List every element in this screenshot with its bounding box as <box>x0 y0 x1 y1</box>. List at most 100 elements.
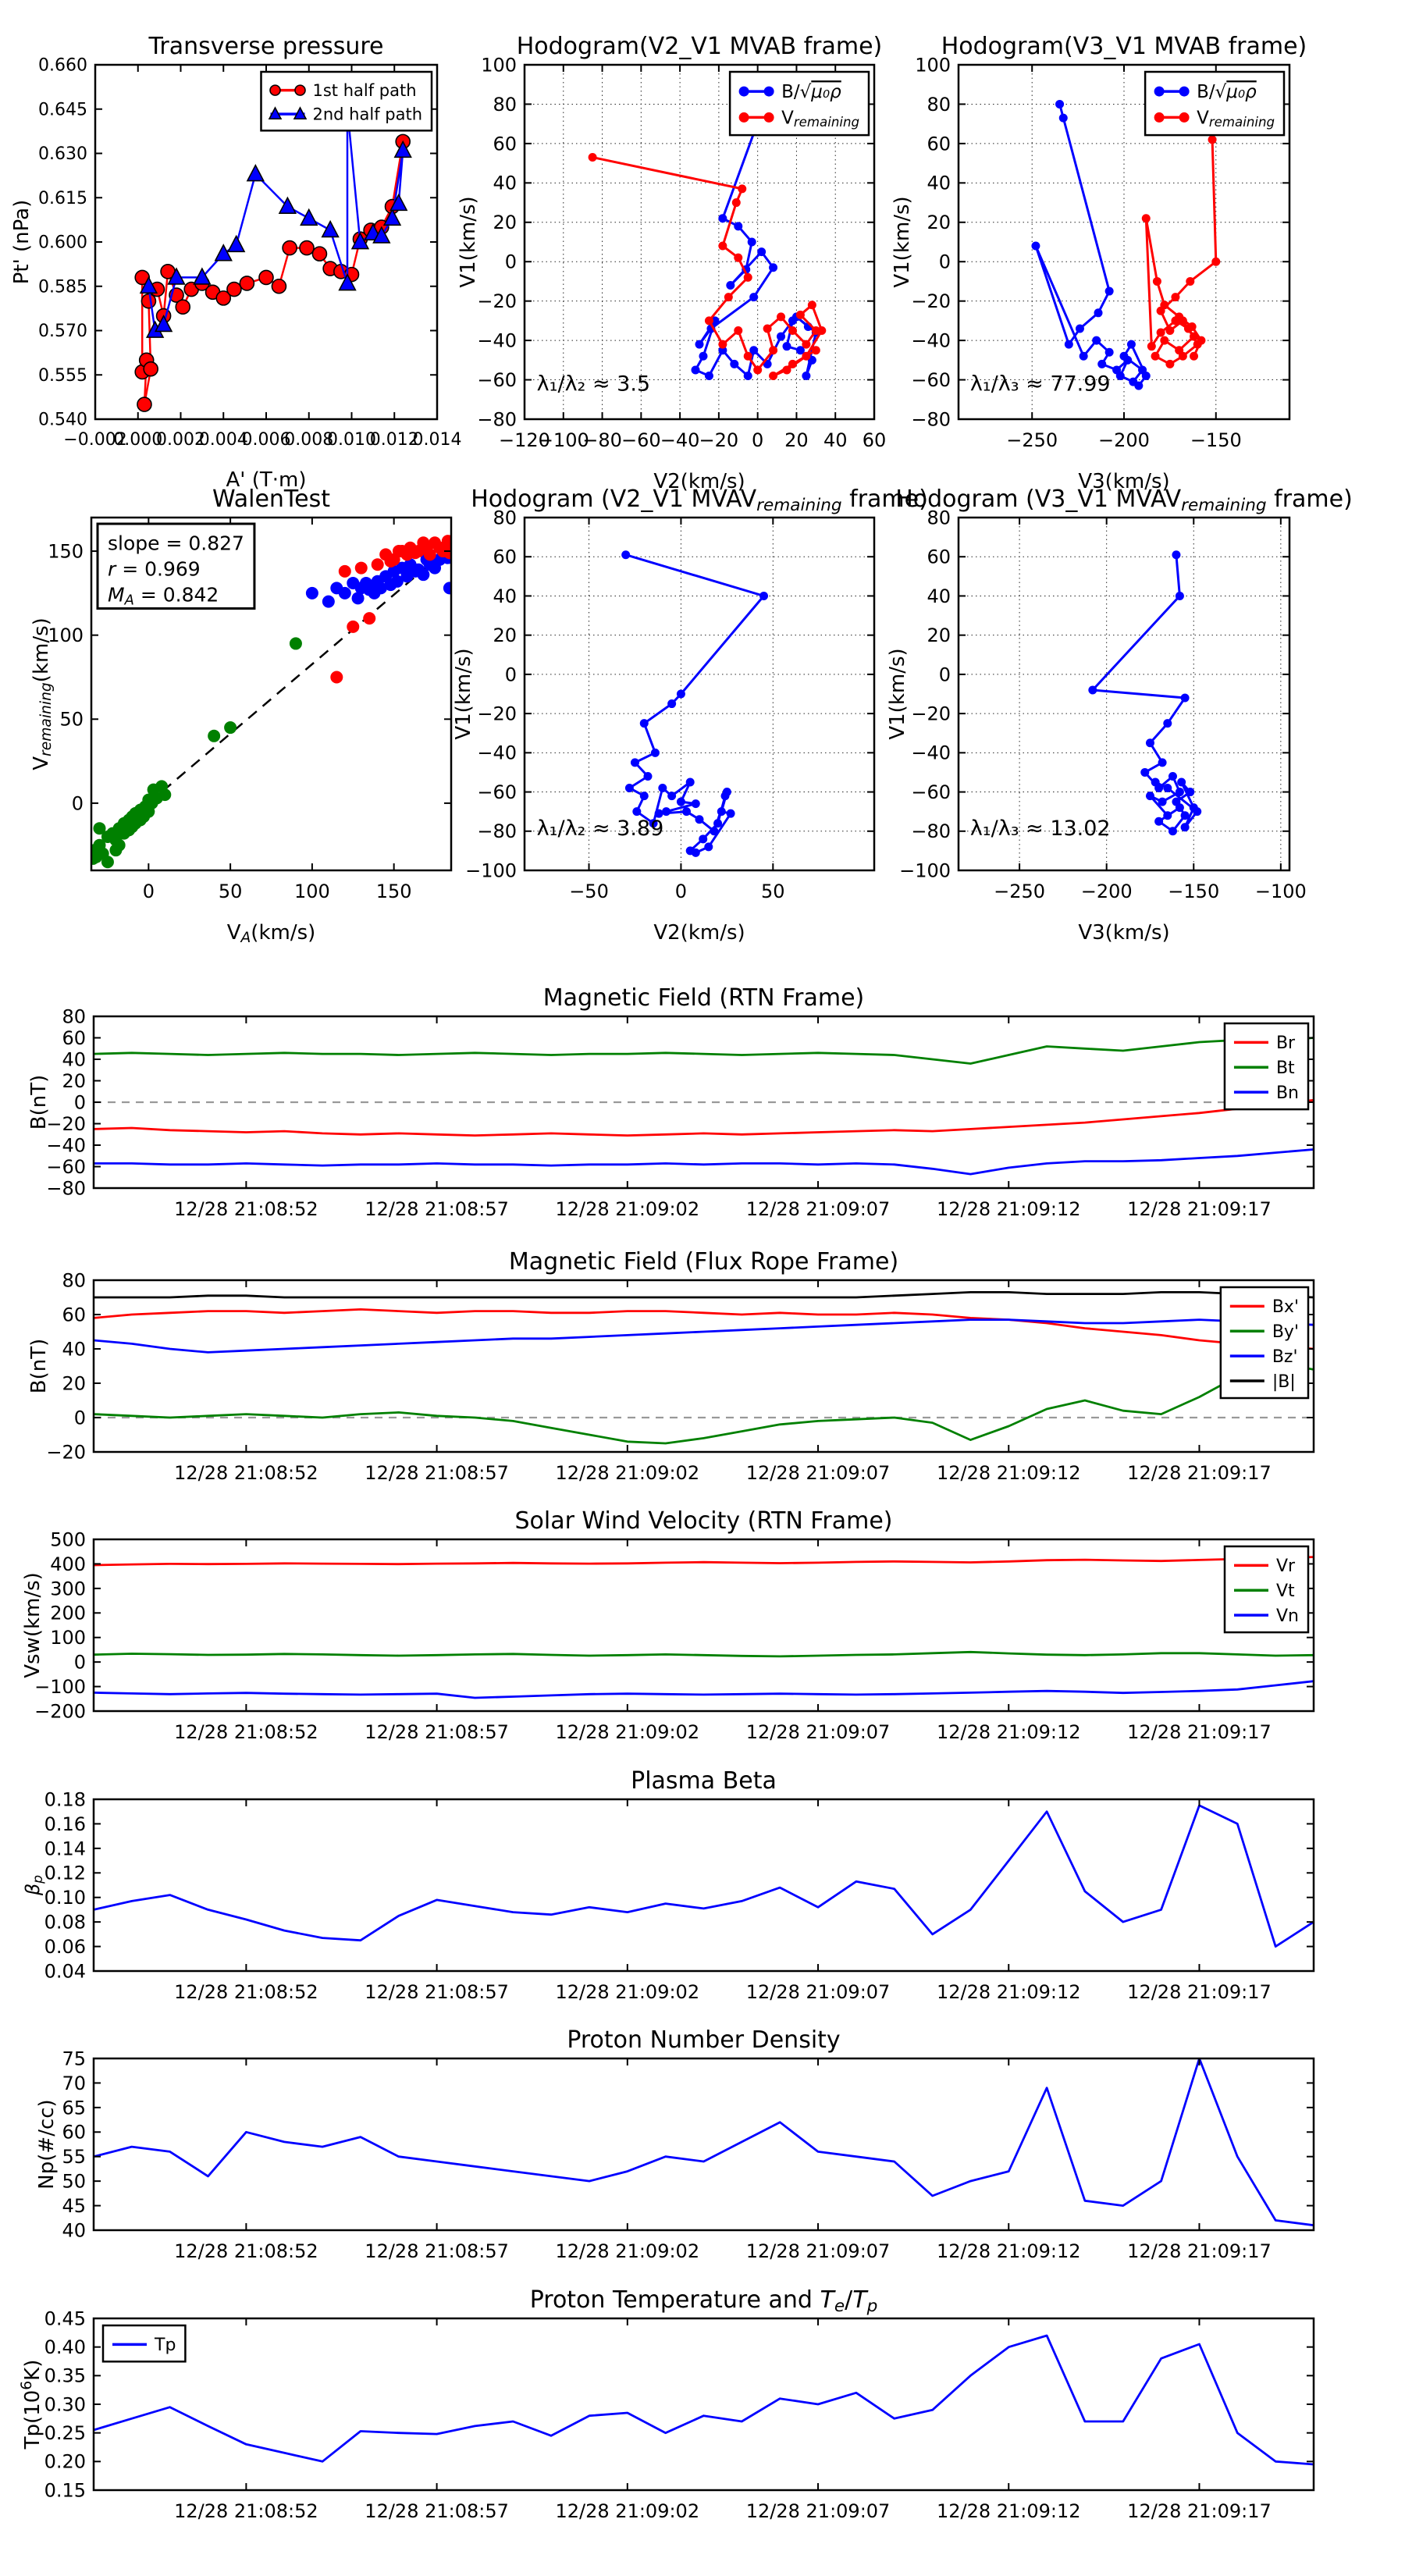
series-b-alfven <box>691 99 820 381</box>
x-tick-label: −150 <box>1168 881 1219 902</box>
axes <box>92 2057 1315 2232</box>
svg-text:Bn: Bn <box>1276 1083 1299 1103</box>
x-tick-label: 0 <box>752 429 763 451</box>
y-tick-label: 0.585 <box>38 277 87 297</box>
axes <box>523 516 876 872</box>
y-tick-label: −80 <box>46 1177 86 1199</box>
series-Vt <box>94 1650 1314 1658</box>
x-tick-label: 12/28 21:08:52 <box>174 1462 318 1484</box>
y-tick-label: 50 <box>62 2171 86 2193</box>
x-tick-label: −250 <box>994 881 1045 902</box>
y-tick-label: 60 <box>927 546 951 568</box>
y-tick-label: 45 <box>62 2195 86 2217</box>
x-tick-label: 12/28 21:08:52 <box>174 2500 318 2522</box>
y-tick-label: 80 <box>493 94 517 116</box>
x-tick-label: 0.000 <box>113 430 162 450</box>
y-tick-label: 50 <box>59 709 84 731</box>
legend: Bx' By' Bz' |B| <box>1219 1286 1310 1400</box>
svg-text:Bz': Bz' <box>1272 1347 1298 1367</box>
y-axis-label: Pt' (nPa) <box>10 200 34 285</box>
svg-text:Vremaining: Vremaining <box>781 108 859 130</box>
x-tick-label: 40 <box>823 429 848 451</box>
axes <box>94 63 439 421</box>
x-tick-label: 12/28 21:09:07 <box>746 1198 891 1220</box>
svg-text:By': By' <box>1272 1322 1299 1342</box>
svg-text:|B|: |B| <box>1272 1372 1296 1392</box>
x-tick-label: 50 <box>219 881 243 902</box>
series-B-magnitude <box>94 1291 1314 1299</box>
y-tick-label: 0.615 <box>38 189 87 208</box>
series-Bz-prime <box>94 1318 1314 1354</box>
y-tick-label: −20 <box>911 703 951 725</box>
y-tick-label: 0 <box>74 1652 86 1674</box>
y-tick-label: 0.20 <box>44 2451 86 2473</box>
x-tick-label: 12/28 21:09:07 <box>746 1462 891 1484</box>
y-tick-label: −40 <box>46 1134 86 1156</box>
x-axis-label: V2(km/s) <box>653 921 745 945</box>
svg-text:Tp: Tp <box>154 2336 176 2355</box>
x-tick-label: 12/28 21:09:12 <box>937 1721 1081 1743</box>
x-tick-label: 12/28 21:09:12 <box>937 1198 1081 1220</box>
axes <box>92 1798 1315 1973</box>
y-tick-label: 0.645 <box>38 100 87 119</box>
x-tick-label: −150 <box>1190 429 1242 451</box>
legend: Vr Vt Vn <box>1223 1545 1310 1634</box>
y-tick-label: −60 <box>477 369 517 391</box>
x-tick-label: 12/28 21:08:57 <box>365 1198 509 1220</box>
y-tick-label: 0.40 <box>44 2336 86 2358</box>
x-tick-label: 20 <box>784 429 809 451</box>
y-axis-label: B(nT) <box>27 1339 51 1393</box>
svg-text:Vn: Vn <box>1276 1606 1299 1626</box>
legend: Tp <box>101 2324 187 2363</box>
x-tick-label: 12/28 21:09:12 <box>937 1462 1081 1484</box>
y-tick-label: 0 <box>939 664 951 685</box>
y-tick-label: −60 <box>911 781 951 803</box>
axes <box>90 516 453 872</box>
chart-plasma-beta: 12/28 21:08:52 12/28 21:08:57 12/28 21:09:… <box>22 1767 1315 2003</box>
y-tick-label: 60 <box>62 1304 86 1325</box>
y-tick-label: 20 <box>62 1372 86 1394</box>
y-tick-label: 60 <box>62 1027 86 1049</box>
x-tick-label: 12/28 21:09:17 <box>1127 1198 1272 1220</box>
svg-text:2nd half path: 2nd half path <box>313 105 423 123</box>
x-tick-label: 12/28 21:08:52 <box>174 1198 318 1220</box>
y-tick-label: 20 <box>493 624 517 646</box>
y-tick-label: 55 <box>62 2146 86 2168</box>
y-tick-label: 20 <box>62 1070 86 1092</box>
x-tick-label: −120 <box>499 429 550 451</box>
y-tick-label: 0.570 <box>38 322 87 341</box>
y-tick-label: 0.12 <box>44 1863 86 1884</box>
svg-text:B/√μ₀ρ: B/√μ₀ρ <box>781 82 841 102</box>
y-axis-label: V1(km/s) <box>457 196 480 287</box>
y-tick-label: 0.660 <box>38 56 87 76</box>
x-tick-label: 12/28 21:09:12 <box>937 1981 1081 2003</box>
x-tick-label: 12/28 21:08:52 <box>174 1721 318 1743</box>
stats-box: slope = 0.827 r = 0.969 MA = 0.842 <box>96 522 256 610</box>
x-tick-label: 12/28 21:08:57 <box>365 2240 509 2262</box>
x-tick-label: 150 <box>376 881 412 902</box>
y-tick-label: −60 <box>477 781 517 803</box>
series-b-alfven <box>1031 99 1151 390</box>
chart-solar-wind-velocity: 12/28 21:08:52 12/28 21:08:57 12/28 21:09:… <box>21 1507 1315 1743</box>
chart-walen-test: 0 50 100 150 0 50 100 150 WalenTest VA(km/s) Vrema… <box>30 486 453 946</box>
y-tick-label: 0.30 <box>44 2393 86 2415</box>
y-tick-label: −100 <box>899 859 951 881</box>
x-tick-label: −250 <box>1006 429 1058 451</box>
series-second-half-points <box>330 535 451 684</box>
y-tick-label: −100 <box>465 859 517 881</box>
y-tick-label: 0.555 <box>38 366 87 386</box>
x-tick-label: −60 <box>621 429 661 451</box>
y-tick-label: 60 <box>493 546 517 568</box>
y-tick-label: 400 <box>50 1553 86 1575</box>
x-tick-label: 12/28 21:09:02 <box>556 2500 700 2522</box>
y-tick-label: 150 <box>48 540 84 562</box>
x-tick-label: 50 <box>761 881 785 902</box>
x-tick-label: 12/28 21:09:07 <box>746 1721 891 1743</box>
series-Vr <box>94 1556 1314 1567</box>
x-tick-label: 60 <box>863 429 887 451</box>
chart-title: Plasma Beta <box>631 1767 777 1795</box>
x-tick-label: 12/28 21:09:02 <box>556 1721 700 1743</box>
series-Br <box>94 1098 1314 1137</box>
x-tick-label: 12/28 21:09:02 <box>556 2240 700 2262</box>
axes <box>92 2317 1315 2492</box>
